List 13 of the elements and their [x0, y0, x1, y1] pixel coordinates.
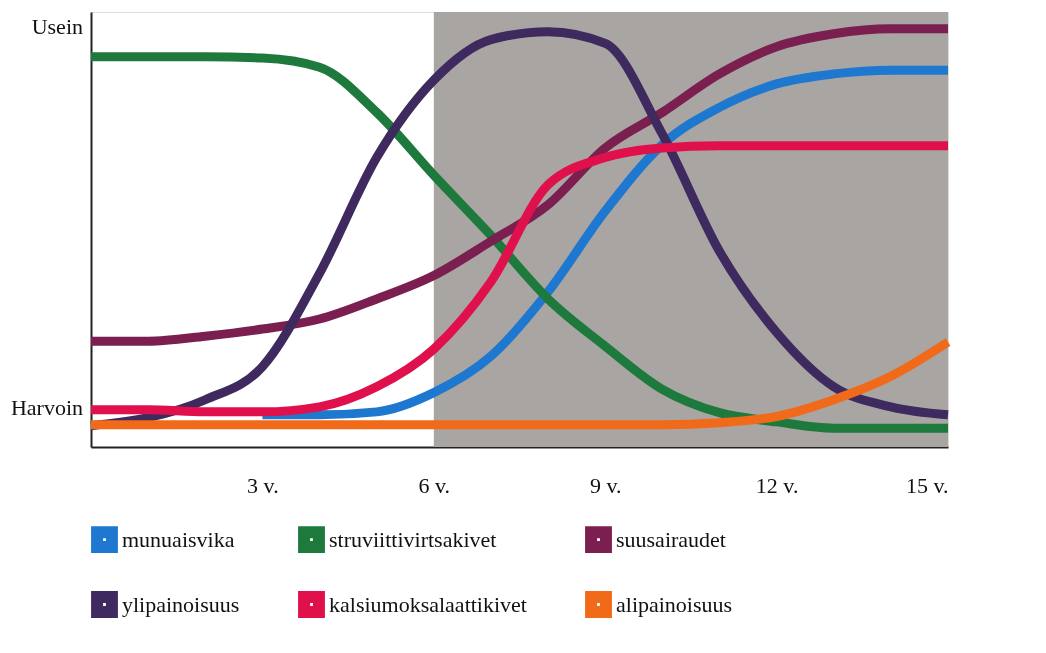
x-tick-label: 12 v.: [755, 472, 799, 498]
legend-label: ylipainoisuus: [122, 591, 240, 617]
x-tick-label: 6 v.: [418, 472, 451, 498]
text: Usein: [31, 14, 83, 39]
legend-label: alipainoisuus: [616, 591, 733, 617]
legend-label: munuaisvika: [122, 526, 235, 552]
x-tick-label: 3 v.: [247, 472, 279, 498]
legend-label: struviittivirtsakivet: [329, 526, 497, 552]
x-tick-label: 15 v.: [905, 472, 949, 498]
legend-label: kalsiumoksalaattikivet: [329, 591, 527, 617]
x-tick-label: 9 v.: [589, 472, 622, 498]
legend-label: suusairaudet: [616, 526, 726, 552]
text: Harvoin: [10, 395, 83, 420]
